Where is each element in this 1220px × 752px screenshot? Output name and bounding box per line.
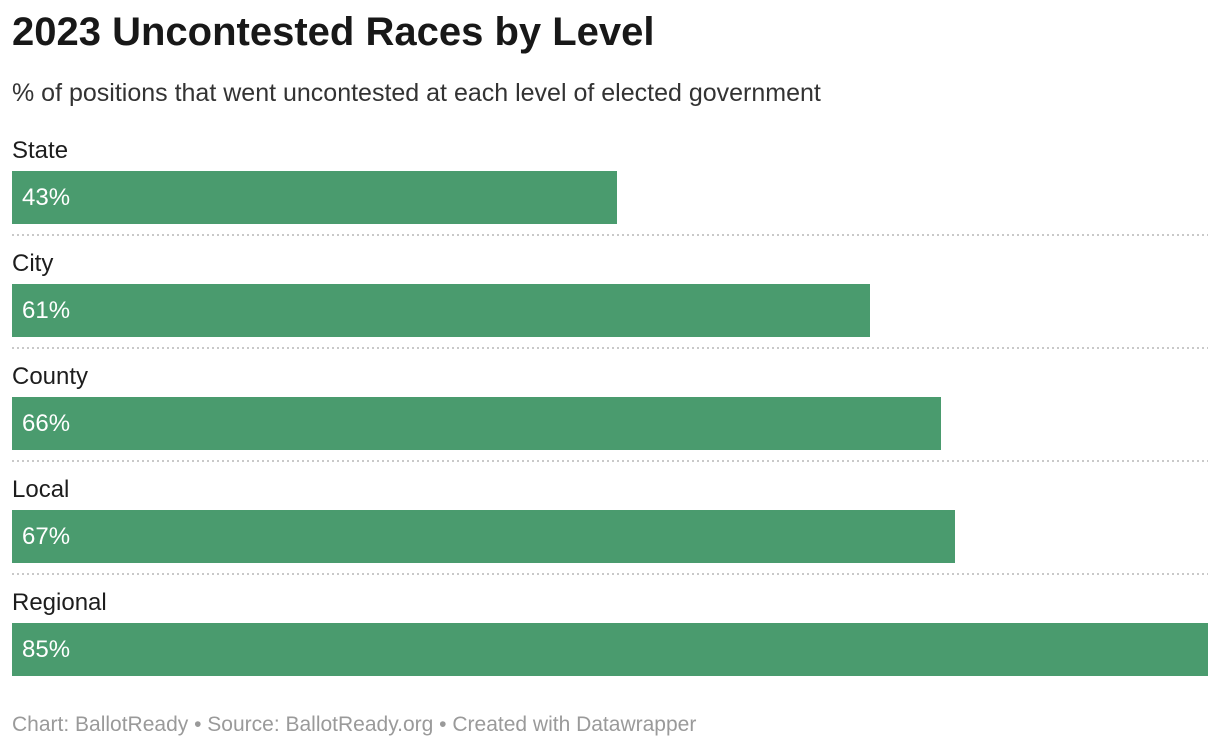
category-label-city: City (12, 250, 54, 277)
bar-row-city: City 61% (12, 250, 1208, 349)
bar-local: 67% (12, 510, 955, 563)
bar-county: 66% (12, 397, 941, 450)
bar-value-label-state: 43% (22, 183, 71, 211)
bar-city: 61% (12, 284, 871, 337)
chart-footer: Chart: BallotReady • Source: BallotReady… (12, 713, 697, 736)
bar-track-regional: 85% (12, 623, 1208, 676)
bar-track-state: 43% (12, 171, 1208, 224)
category-label-county: County (12, 363, 89, 390)
bar-regional: 85% (12, 623, 1208, 676)
bar-chart-body: State 43% City 61% County 66% Local 67% Regional… (12, 137, 1208, 676)
chart-title: 2023 Uncontested Races by Level (12, 10, 655, 54)
bar-state: 43% (12, 171, 618, 224)
bar-row-county: County 66% (12, 363, 1208, 462)
category-label-state: State (12, 137, 69, 164)
bar-value-label-county: 66% (22, 409, 71, 437)
category-label-regional: Regional (12, 589, 107, 616)
chart-subtitle: % of positions that went uncontested at … (12, 79, 821, 107)
bar-track-county: 66% (12, 397, 1208, 450)
bar-row-regional: Regional 85% (12, 589, 1208, 676)
bar-row-state: State 43% (12, 137, 1208, 236)
bar-value-label-regional: 85% (22, 635, 71, 663)
bar-row-local: Local 67% (12, 476, 1208, 575)
bar-value-label-local: 67% (22, 522, 71, 550)
bar-track-city: 61% (12, 284, 1208, 337)
category-label-local: Local (12, 476, 70, 503)
bar-track-local: 67% (12, 510, 1208, 563)
bar-value-label-city: 61% (22, 296, 71, 324)
